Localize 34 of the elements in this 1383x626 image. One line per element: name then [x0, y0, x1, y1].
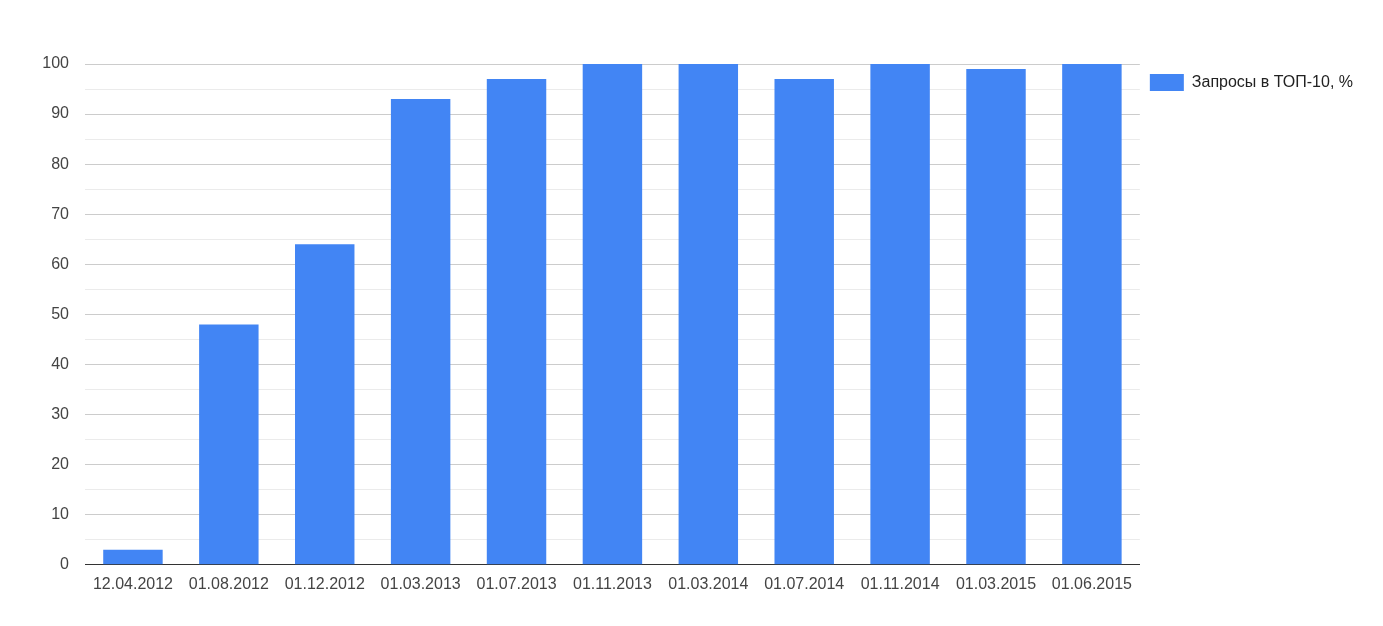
x-tick-label: 01.12.2012	[284, 574, 365, 592]
y-tick-label: 40	[51, 354, 70, 372]
bar	[1062, 64, 1122, 565]
x-tick-label: 01.03.2013	[380, 574, 461, 592]
bar	[295, 244, 355, 565]
y-tick-label: 20	[51, 455, 70, 473]
x-tick-label: 01.06.2015	[1051, 574, 1133, 592]
bar	[678, 64, 739, 565]
bar	[582, 64, 643, 565]
y-tick-label: 90	[51, 104, 70, 122]
x-tick-label: 01.08.2012	[188, 574, 269, 592]
y-tick-label: 10	[51, 505, 70, 523]
x-tick-label: 01.03.2015	[955, 574, 1037, 592]
x-tick-label: 01.07.2014	[764, 574, 845, 592]
bar	[774, 79, 834, 565]
bar	[199, 324, 259, 565]
y-tick-label: 0	[60, 555, 70, 573]
x-tick-label: 01.11.2014	[860, 574, 940, 592]
x-tick-label: 01.11.2013	[572, 574, 652, 592]
y-tick-label: 70	[51, 204, 70, 222]
y-tick-label: 60	[51, 254, 70, 272]
bar	[103, 549, 163, 565]
y-tick-label: 50	[51, 304, 70, 322]
bar	[390, 99, 451, 565]
bar	[870, 64, 930, 565]
y-tick-label: 100	[42, 54, 70, 72]
x-tick-label: 01.07.2013	[476, 574, 557, 592]
y-tick-label: 80	[51, 154, 70, 172]
x-tick-label: 12.04.2012	[92, 574, 174, 592]
y-tick-label: 30	[51, 404, 70, 422]
bar	[486, 79, 547, 565]
bar	[966, 69, 1026, 565]
x-tick-label: 01.03.2014	[668, 574, 749, 592]
legend-label: Запросы в ТОП-10, %	[1191, 72, 1353, 90]
